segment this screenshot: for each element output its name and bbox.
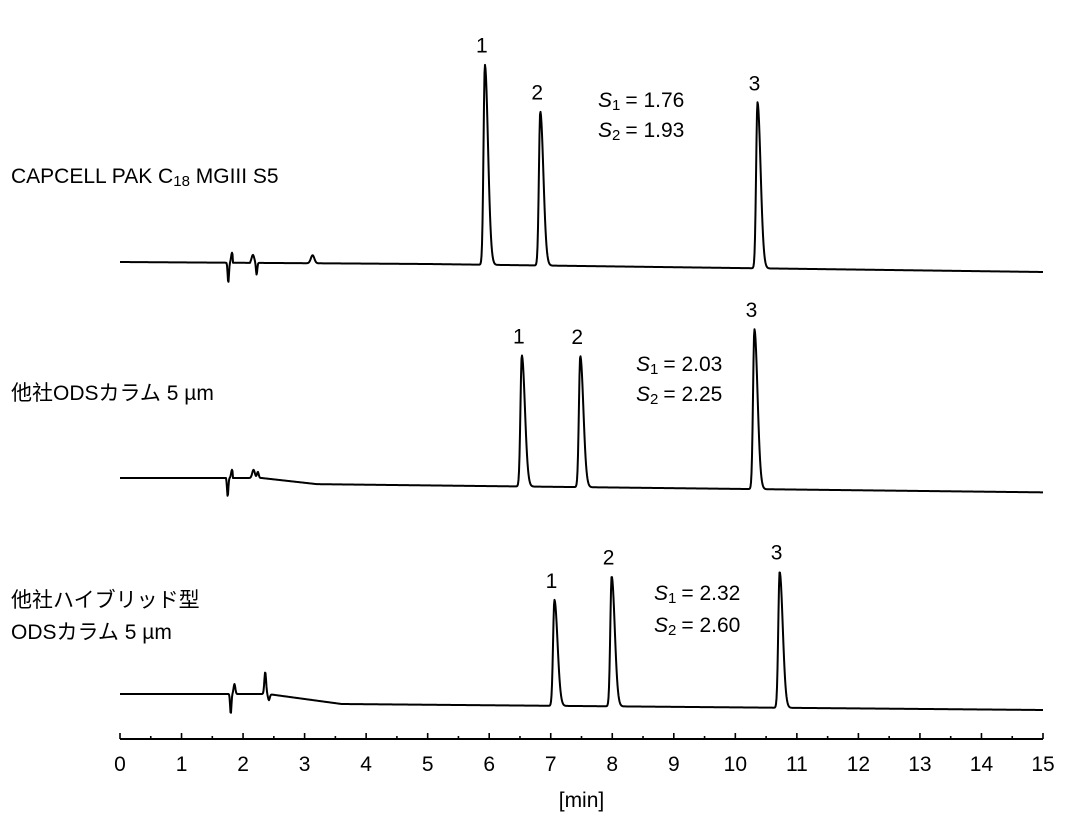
resolution-subscript: 2 bbox=[668, 622, 676, 639]
series-name: ODSカラム 5 µm bbox=[11, 621, 172, 644]
resolution-symbol: S bbox=[654, 582, 668, 605]
resolution-value: = 2.25 bbox=[663, 383, 722, 406]
x-tick-label: 5 bbox=[422, 753, 434, 776]
peak-label: 3 bbox=[749, 72, 761, 95]
x-tick-label: 8 bbox=[606, 753, 618, 776]
peak-label: 2 bbox=[603, 546, 615, 569]
series-name-subscript: 18 bbox=[173, 173, 190, 190]
resolution-subscript: 2 bbox=[650, 391, 658, 408]
resolution-value: = 2.32 bbox=[681, 582, 740, 605]
resolution-subscript: 1 bbox=[668, 590, 676, 607]
resolution-symbol: S bbox=[636, 353, 650, 376]
resolution-symbol: S bbox=[636, 383, 650, 406]
resolution-annotation: S1 = 2.32 bbox=[654, 582, 740, 607]
x-tick-label: 15 bbox=[1031, 753, 1054, 776]
resolution-value: = 1.76 bbox=[625, 89, 684, 112]
x-tick-label: 12 bbox=[847, 753, 870, 776]
resolution-subscript: 2 bbox=[612, 127, 620, 144]
chromatogram-trace bbox=[119, 571, 1044, 714]
resolution-annotation: S1 = 1.76 bbox=[598, 89, 684, 114]
x-axis: 0 1 2 3 4 5 6 7 8 9 10 11 12 13 14 15 [min] bbox=[114, 733, 1055, 812]
peak-labels-layer: 1 2 3 1 2 3 1 2 3 bbox=[476, 35, 782, 593]
series-name-part: CAPCELL PAK C bbox=[11, 165, 173, 188]
series-name: 他社ハイブリッド型 bbox=[11, 589, 200, 612]
x-tick-label: 6 bbox=[483, 753, 495, 776]
peak-label: 3 bbox=[746, 299, 758, 322]
x-tick-label: 7 bbox=[545, 753, 557, 776]
x-tick-label: 4 bbox=[360, 753, 372, 776]
resolution-annotation: S2 = 1.93 bbox=[598, 119, 684, 144]
peak-label: 2 bbox=[531, 81, 543, 104]
chromatogram-trace bbox=[119, 63, 1044, 283]
resolution-annotation: S2 = 2.25 bbox=[636, 383, 722, 408]
x-tick-label: 9 bbox=[668, 753, 680, 776]
peak-label: 1 bbox=[513, 325, 525, 348]
resolution-value: = 1.93 bbox=[625, 119, 684, 142]
resolution-subscript: 1 bbox=[650, 361, 658, 378]
resolution-symbol: S bbox=[654, 614, 668, 637]
series-name: 他社ODSカラム 5 µm bbox=[11, 382, 214, 405]
traces-layer bbox=[119, 63, 1044, 714]
x-tick-label: 0 bbox=[114, 753, 126, 776]
x-tick-label: 1 bbox=[176, 753, 188, 776]
series-name-part: MGIII S5 bbox=[190, 165, 279, 188]
resolution-value: = 2.03 bbox=[663, 353, 722, 376]
x-tick-label: 14 bbox=[970, 753, 994, 776]
x-tick-label: 2 bbox=[237, 753, 249, 776]
series-names-layer: CAPCELL PAK C18 MGIII S5 他社ODSカラム 5 µm 他社ハ… bbox=[11, 165, 279, 644]
x-axis-label: [min] bbox=[559, 789, 605, 812]
peak-label: 2 bbox=[571, 326, 583, 349]
peak-label: 3 bbox=[771, 542, 783, 565]
peak-label: 1 bbox=[476, 35, 488, 58]
x-tick-label: 3 bbox=[299, 753, 311, 776]
chromatogram-trace bbox=[119, 328, 1044, 497]
resolution-symbol: S bbox=[598, 119, 612, 142]
x-tick-label: 10 bbox=[724, 753, 747, 776]
peak-label: 1 bbox=[546, 570, 558, 593]
resolution-annotation: S2 = 2.60 bbox=[654, 614, 740, 639]
series-name: CAPCELL PAK C18 MGIII S5 bbox=[11, 165, 279, 190]
resolution-symbol: S bbox=[598, 89, 612, 112]
resolution-subscript: 1 bbox=[612, 97, 620, 114]
resolution-annotation: S1 = 2.03 bbox=[636, 353, 722, 378]
x-axis-ticks: 0 1 2 3 4 5 6 7 8 9 10 11 12 13 14 15 bbox=[114, 733, 1055, 776]
x-tick-label: 13 bbox=[908, 753, 931, 776]
resolution-value: = 2.60 bbox=[681, 614, 740, 637]
x-tick-label: 11 bbox=[786, 753, 808, 776]
